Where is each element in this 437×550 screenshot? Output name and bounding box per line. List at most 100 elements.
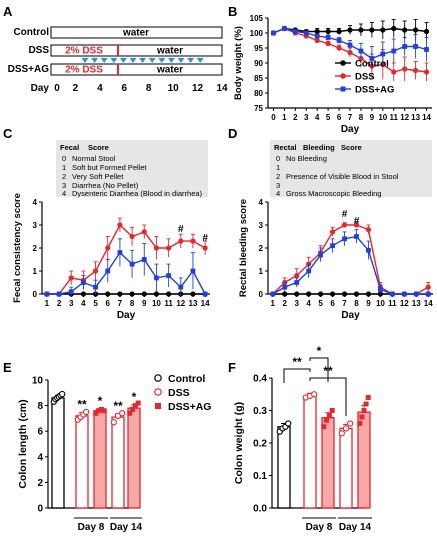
group-label: Day 8 [306, 522, 333, 533]
series-dss [270, 222, 431, 297]
bar-group-3 [338, 420, 354, 509]
fecal-legend-score-0: 0 [62, 154, 66, 163]
bleeding-legend-score-4: 4 [276, 189, 280, 198]
legend-label: Control [168, 373, 205, 385]
x-tick-label: 4 [315, 113, 320, 122]
data-point [202, 291, 208, 297]
group-label: Day 8 [78, 522, 105, 533]
panel-a: A Control water DSS 2% DSS water DSS+AG … [3, 4, 228, 94]
legend-marker [154, 388, 162, 396]
x-tick-label: 1 [282, 113, 287, 122]
timeline-day-tick: 0 [54, 83, 60, 94]
timeline-day-label: Day [31, 83, 50, 94]
data-point [358, 48, 364, 54]
y-tick-label: 2 [37, 478, 43, 489]
timeline-day-tick: 10 [168, 83, 180, 94]
significance-hash: # [178, 224, 184, 235]
data-point [424, 47, 429, 52]
data-point [105, 268, 111, 274]
bar [303, 395, 317, 509]
data-point [166, 245, 172, 251]
data-point [347, 42, 353, 48]
x-tick-label: 14 [422, 113, 431, 122]
data-point [314, 28, 320, 35]
data-point [413, 291, 419, 297]
group-label: Day 14 [339, 522, 372, 533]
bar [321, 416, 335, 509]
legend-label: DSS+AG [168, 401, 211, 413]
data-point [342, 236, 347, 242]
x-axis-title: Day [117, 310, 136, 321]
timeline-day-tick: 8 [146, 83, 152, 94]
bar [339, 427, 353, 509]
bar [93, 410, 107, 509]
data-point [329, 291, 336, 297]
data-point [83, 408, 90, 416]
timeline-row-label-control: Control [13, 27, 49, 38]
timeline-day-tick: 2 [73, 83, 79, 94]
x-tick-label: 3 [294, 299, 299, 308]
y-axis-title: Body weight (%) [233, 26, 244, 100]
y-tick-label: 2 [259, 244, 264, 253]
bleeding-score-legend-box [270, 140, 432, 197]
data-point [341, 291, 348, 297]
x-tick-label: 12 [400, 299, 409, 308]
panel-f: F 0.0 0.1 0.2 0.3 0.4 Colon weight (g) Day 8 Da… [228, 344, 372, 533]
data-point [336, 38, 342, 43]
data-point [119, 410, 126, 417]
data-point [413, 67, 419, 74]
data-point [129, 233, 135, 240]
data-point [178, 284, 184, 290]
x-tick-label: 8 [354, 299, 359, 308]
comparison-bracket [309, 377, 347, 416]
bleeding-legend-score-2: 2 [276, 172, 280, 181]
data-point [391, 25, 397, 32]
comparison-star: ** [292, 355, 302, 369]
x-tick-label: 0 [271, 113, 276, 122]
bar-group-0 [50, 390, 66, 509]
y-tick-label: 4 [259, 198, 264, 207]
timeline-day-tick: 12 [192, 83, 204, 94]
data-point [166, 291, 172, 297]
y-tick-label: 0.4 [253, 374, 267, 385]
series-dss-ag [270, 229, 431, 297]
data-point [336, 28, 342, 35]
bar [277, 426, 291, 509]
fecal-legend-desc-2: Very Soft Pellet [72, 172, 124, 181]
series-line [272, 235, 429, 295]
legend-marker [340, 73, 346, 79]
data-point [347, 27, 353, 33]
data-point [135, 400, 141, 406]
data-point [318, 291, 324, 297]
y-tick-label: 75 [254, 104, 263, 113]
treatment-triangle [120, 58, 127, 63]
significance-star: * [132, 390, 137, 404]
data-point [363, 401, 369, 407]
data-point [117, 250, 123, 255]
treatment-triangle [81, 58, 89, 63]
x-tick-label: 4 [81, 299, 86, 308]
data-point [292, 29, 298, 34]
y-tick-label: 1 [259, 267, 264, 276]
data-point [359, 414, 365, 420]
data-point [361, 408, 367, 413]
data-point [413, 27, 419, 33]
y-axis-title: Colon weight (g) [233, 402, 245, 484]
data-point [306, 268, 312, 274]
data-point [44, 291, 50, 297]
timeline-dss-segment: 2% DSS [65, 46, 103, 57]
y-tick-label: 10 [32, 376, 44, 387]
data-point [105, 245, 111, 251]
legend-label: DSS [168, 387, 190, 399]
timeline-row-label-dss: DSS [28, 45, 49, 56]
data-point [110, 419, 117, 426]
x-axis-title: Day [341, 310, 360, 321]
x-tick-label: 14 [424, 299, 433, 308]
fecal-legend-desc-3: Diarrhea (No Pellet) [72, 181, 139, 190]
legend-marker [154, 374, 162, 382]
x-tick-label: 2 [283, 299, 288, 308]
treatment-triangle [110, 58, 118, 63]
data-point [358, 27, 364, 33]
